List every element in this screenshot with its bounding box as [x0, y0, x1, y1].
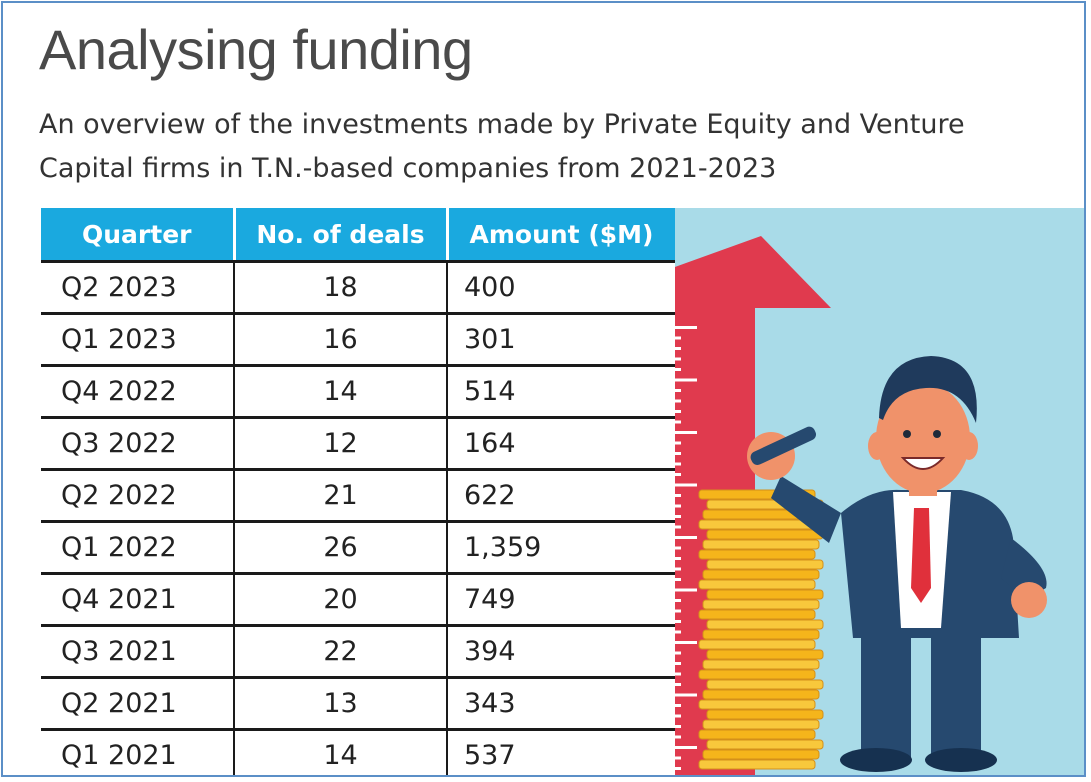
cell-amount: 394 [447, 625, 675, 679]
cell-quarter: Q3 2022 [41, 417, 234, 471]
cell-amount: 343 [447, 677, 675, 731]
cell-amount: 514 [447, 365, 675, 419]
coin [706, 679, 824, 690]
table-row: Q2 2023 18 400 [41, 261, 675, 315]
cell-deals: 14 [233, 729, 448, 775]
ruler-tick [653, 483, 697, 487]
coin [706, 739, 824, 750]
cell-amount: 1,359 [447, 521, 675, 575]
cell-quarter: Q4 2021 [41, 573, 234, 627]
cell-deals: 20 [233, 573, 448, 627]
coin [702, 539, 820, 550]
cell-quarter: Q1 2022 [41, 521, 234, 575]
chart-title: Analysing funding [39, 18, 473, 81]
ruler-tick [653, 326, 697, 329]
coin [698, 609, 816, 620]
table-row: Q4 2021 20 749 [41, 573, 675, 627]
coin-stack [698, 489, 824, 770]
chart-subtitle: An overview of the investments made by P… [39, 109, 965, 184]
cell-deals: 18 [233, 261, 448, 315]
column-header-deals: No. of deals [232, 208, 447, 263]
cell-deals: 13 [233, 677, 448, 731]
coin [702, 749, 820, 760]
cell-deals: 16 [233, 313, 448, 367]
cell-quarter: Q2 2022 [41, 469, 234, 523]
coin [706, 709, 824, 720]
coin [698, 579, 816, 590]
table-row: Q4 2022 14 514 [41, 365, 675, 419]
funding-table: Quarter No. of deals Amount ($M) Q2 2023… [41, 208, 675, 775]
cell-amount: 749 [447, 573, 675, 627]
coin [698, 729, 816, 740]
coin [702, 719, 820, 730]
ruler-tick [653, 431, 697, 434]
cell-amount: 164 [447, 417, 675, 471]
coin [702, 659, 820, 670]
cell-deals: 14 [233, 365, 448, 419]
column-header-amount: Amount ($M) [445, 208, 675, 263]
coin [698, 639, 816, 650]
column-header-quarter: Quarter [41, 208, 234, 263]
ruler-tick [653, 378, 697, 382]
coin [706, 649, 824, 660]
arrow-head [631, 236, 831, 308]
table-row: Q3 2021 22 394 [41, 625, 675, 679]
table-header-row: Quarter No. of deals Amount ($M) [41, 208, 675, 263]
coin [698, 549, 816, 560]
cell-quarter: Q3 2021 [41, 625, 234, 679]
coin [698, 699, 816, 710]
table-row: Q3 2022 12 164 [41, 417, 675, 471]
ruler-tick [653, 588, 697, 592]
coin [702, 629, 820, 640]
cell-quarter: Q1 2021 [41, 729, 234, 775]
cell-deals: 12 [233, 417, 448, 471]
coin [698, 669, 816, 680]
table-row: Q2 2022 21 622 [41, 469, 675, 523]
cell-deals: 26 [233, 521, 448, 575]
coin [706, 559, 824, 570]
table-row: Q1 2023 16 301 [41, 313, 675, 367]
cell-amount: 400 [447, 261, 675, 315]
table-row: Q2 2021 13 343 [41, 677, 675, 731]
cell-quarter: Q2 2021 [41, 677, 234, 731]
cell-amount: 537 [447, 729, 675, 775]
ruler-tick [653, 746, 697, 749]
cell-deals: 21 [233, 469, 448, 523]
cell-quarter: Q4 2022 [41, 365, 234, 419]
illustration-background [631, 208, 1084, 775]
ruler-tick [653, 693, 697, 697]
ruler-tick [653, 641, 697, 644]
cell-deals: 22 [233, 625, 448, 679]
coin [698, 519, 816, 530]
coin [698, 759, 816, 770]
table-row: Q1 2022 26 1,359 [41, 521, 675, 575]
coin [706, 589, 824, 600]
cell-amount: 301 [447, 313, 675, 367]
table-row: Q1 2021 14 537 [41, 729, 675, 775]
businessman-growth-illustration [631, 236, 1047, 775]
businessman [747, 356, 1047, 772]
coin [702, 569, 820, 580]
coin [702, 599, 820, 610]
coin [702, 689, 820, 700]
cell-amount: 622 [447, 469, 675, 523]
coin [706, 619, 824, 630]
cell-quarter: Q2 2023 [41, 261, 234, 315]
coin [706, 529, 824, 540]
ruler-tick [653, 536, 697, 539]
cell-quarter: Q1 2023 [41, 313, 234, 367]
